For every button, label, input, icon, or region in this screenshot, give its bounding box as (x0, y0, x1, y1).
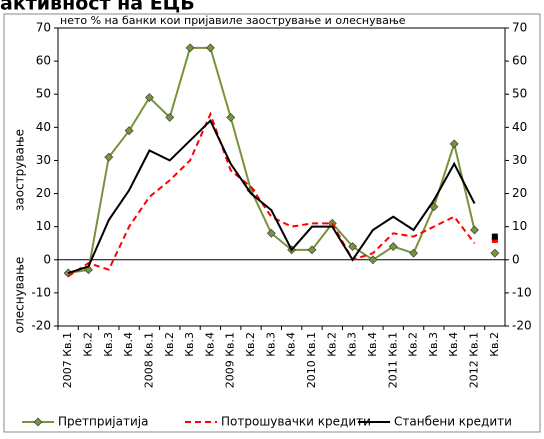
marker (226, 112, 236, 122)
marker (368, 255, 378, 265)
y-tick-label: 50 (36, 87, 51, 101)
y2-tick-label: -10 (512, 285, 532, 299)
y-tick-label: 10 (36, 219, 51, 233)
y-tick-label: 70 (36, 21, 51, 35)
series-line (67, 111, 476, 278)
x-tick-label: 2011 Кв.1 (386, 332, 399, 388)
marker (491, 233, 498, 240)
y-label-bottom: олеснување (13, 257, 27, 334)
x-tick-label: Кв.4 (285, 332, 298, 357)
y2-tick-label: 40 (512, 120, 527, 134)
marker (491, 236, 498, 243)
x-tick-label: Кв.3 (427, 332, 440, 357)
y2-tick-label: 70 (512, 21, 527, 35)
marker (124, 126, 134, 136)
legend-label: Потрошувачки кредити (221, 415, 371, 429)
marker (348, 242, 358, 251)
x-tick-label: 2007 Кв.1 (61, 332, 74, 388)
plot-area (57, 27, 506, 327)
x-tick-label: 2012 Кв.1 (468, 332, 481, 388)
y-tick-label: 30 (36, 153, 51, 167)
y-tick-label: 60 (36, 54, 51, 68)
marker (165, 112, 175, 122)
x-tick-label: Кв.4 (122, 332, 135, 357)
marker (307, 245, 317, 255)
subtitle: нето % на банки кои пријавиле заострувањ… (60, 14, 406, 27)
x-tick-label: Кв.4 (203, 332, 216, 357)
marker (470, 225, 479, 235)
x-tick-label: Кв.3 (183, 332, 196, 357)
x-tick-label: Кв.2 (325, 332, 338, 357)
x-tick-label: Кв.4 (366, 332, 379, 357)
chart-title: активност на ЕЦБ (0, 0, 195, 15)
marker (266, 228, 276, 238)
y2-tick-label: -20 (512, 319, 532, 333)
y-tick-label: 0 (43, 252, 51, 266)
y2-tick-label: 20 (512, 186, 527, 200)
marker (145, 93, 154, 102)
x-tick-label: Кв.2 (163, 332, 176, 357)
y-tick-label: -10 (31, 285, 51, 299)
y2-tick-label: 60 (512, 54, 527, 68)
legend-label: Станбени кредити (394, 415, 512, 429)
legend-marker (33, 417, 43, 427)
legend-label: Претпријатија (58, 415, 148, 429)
y-tick-label: 20 (36, 186, 51, 200)
x-tick-label: Кв.2 (488, 332, 501, 357)
x-tick-label: Кв.3 (264, 332, 277, 357)
x-tick-label: Кв.2 (244, 332, 257, 357)
x-tick-label: Кв.2 (81, 332, 94, 357)
x-tick-label: Кв.2 (407, 332, 420, 357)
x-tick-label: Кв.3 (346, 332, 359, 357)
x-tick-label: 2010 Кв.1 (305, 332, 318, 388)
x-tick-label: Кв.3 (102, 332, 115, 357)
marker (449, 139, 459, 149)
x-tick-label: Кв.4 (447, 332, 460, 357)
y2-tick-label: 0 (512, 252, 520, 266)
frame (3, 13, 541, 433)
y-tick-label: 40 (36, 120, 51, 134)
series-line (67, 46, 476, 275)
marker (84, 265, 93, 275)
marker (205, 43, 215, 53)
series-line (67, 119, 476, 274)
y-label-top: заострување (13, 129, 27, 211)
marker (388, 242, 398, 251)
marker (104, 152, 114, 162)
y2-tick-label: 30 (512, 153, 527, 167)
x-tick-label: 2009 Кв.1 (224, 332, 237, 388)
marker (409, 248, 418, 258)
marker (185, 43, 195, 53)
x-tick-label: 2008 Кв.1 (142, 332, 155, 388)
marker (490, 248, 500, 258)
y2-tick-label: 10 (512, 219, 527, 233)
y-tick-label: -20 (31, 319, 51, 333)
y2-tick-label: 50 (512, 87, 527, 101)
